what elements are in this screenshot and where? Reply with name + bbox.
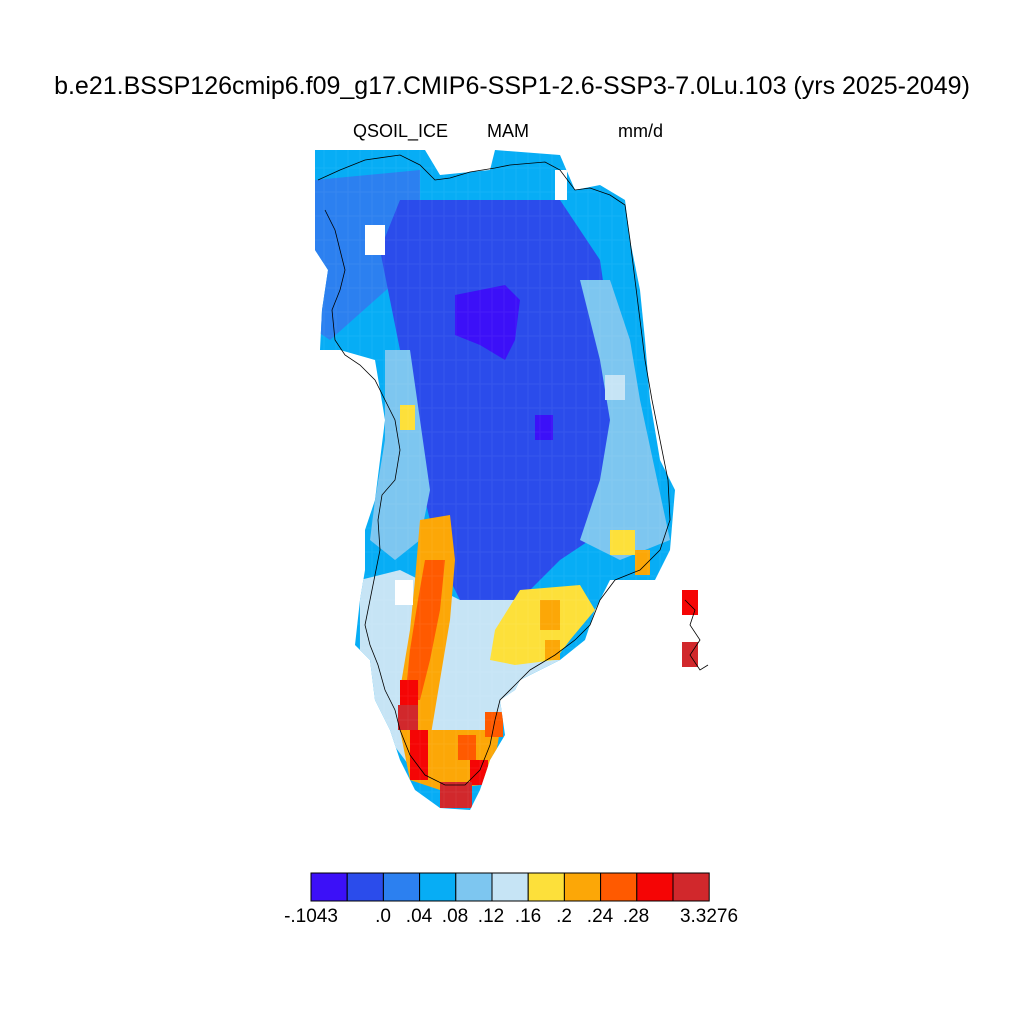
colorbar-label: 3.3276	[679, 906, 739, 927]
colorbar-label: -.1043	[284, 906, 338, 927]
colorbar-swatch	[636, 872, 674, 902]
colorbar-label: .16	[514, 906, 542, 927]
colorbar-label: .04	[405, 906, 433, 927]
colorbar-swatch	[419, 872, 457, 902]
colorbar	[310, 872, 710, 902]
colorbar-swatch	[672, 872, 710, 902]
field-island-1	[682, 590, 698, 615]
coastline	[317, 154, 671, 786]
colorbar-swatch	[491, 872, 529, 902]
colorbar-label: .24	[586, 906, 614, 927]
colorbar-label: .12	[477, 906, 505, 927]
colorbar-swatch	[563, 872, 602, 902]
colorbar-label: .2	[556, 906, 572, 927]
colorbar-label: .28	[622, 906, 650, 927]
colorbar-swatch	[382, 872, 421, 902]
season-label: MAM	[487, 121, 529, 141]
colorbar-label: .08	[441, 906, 469, 927]
field-grid	[315, 150, 675, 810]
plot-title: b.e21.BSSP126cmip6.f09_g17.CMIP6-SSP1-2.…	[54, 72, 970, 100]
colorbar-label: .0	[375, 906, 391, 927]
units-label: mm/d	[618, 121, 663, 141]
colorbar-swatch	[310, 872, 348, 902]
colorbar-swatch	[346, 872, 384, 902]
colorbar-swatch	[527, 872, 565, 902]
coastline-island	[684, 599, 709, 671]
colorbar-swatch	[600, 872, 638, 902]
colorbar-swatch	[455, 872, 493, 902]
variable-name: QSOIL_ICE	[353, 121, 449, 141]
